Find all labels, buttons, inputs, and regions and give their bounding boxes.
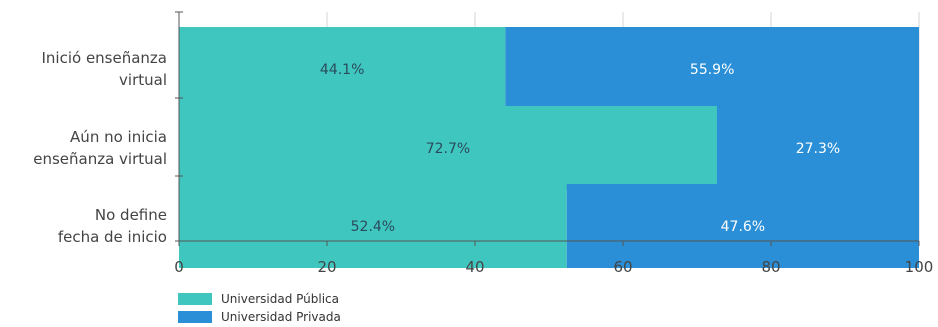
bar-1-series-1	[716, 106, 919, 190]
legend-swatch-privada	[178, 311, 212, 323]
x-tick-label-40: 40	[465, 258, 484, 276]
x-tick-label-20: 20	[317, 258, 336, 276]
category-label-0-line-0: Inició enseñanza	[41, 49, 167, 67]
bar-data-label-2-0: 52.4%	[351, 219, 395, 235]
legend-label-privada: Universidad Privada	[221, 310, 341, 324]
bar-0-series-1	[505, 27, 919, 111]
category-label-2-line-0: No define	[95, 206, 167, 224]
bar-data-label-0-1: 55.9%	[690, 62, 734, 78]
legend-item-publica: Universidad Pública	[178, 290, 341, 308]
x-tick-label-60: 60	[613, 258, 632, 276]
x-tick-label-80: 80	[761, 258, 780, 276]
category-label-1: Aún no inicia enseñanza virtual	[33, 128, 167, 168]
x-tick-label-0: 0	[174, 258, 184, 276]
bar-data-label-2-1: 47.6%	[721, 219, 765, 235]
x-tick-label-100: 100	[905, 258, 934, 276]
bar-0-series-0	[179, 27, 506, 111]
legend: Universidad Pública Universidad Privada	[178, 290, 341, 326]
category-label-0-line-1: virtual	[119, 71, 167, 89]
bar-data-label-0-0: 44.1%	[320, 62, 364, 78]
category-label-0: Inició enseñanza virtual	[41, 49, 167, 89]
legend-item-privada: Universidad Privada	[178, 308, 341, 326]
legend-label-publica: Universidad Pública	[221, 292, 339, 306]
bar-2-series-0	[179, 184, 567, 268]
category-label-1-line-1: enseñanza virtual	[33, 150, 167, 168]
category-label-1-line-0: Aún no inicia	[70, 128, 167, 146]
bar-1-series-0	[179, 106, 717, 190]
bar-data-label-1-0: 72.7%	[426, 141, 470, 157]
legend-swatch-publica	[178, 293, 212, 305]
category-label-2-line-1: fecha de inicio	[58, 228, 167, 246]
category-label-2: No define fecha de inicio	[58, 206, 167, 246]
bar-data-label-1-1: 27.3%	[796, 141, 840, 157]
bar-2-series-1	[566, 184, 919, 268]
